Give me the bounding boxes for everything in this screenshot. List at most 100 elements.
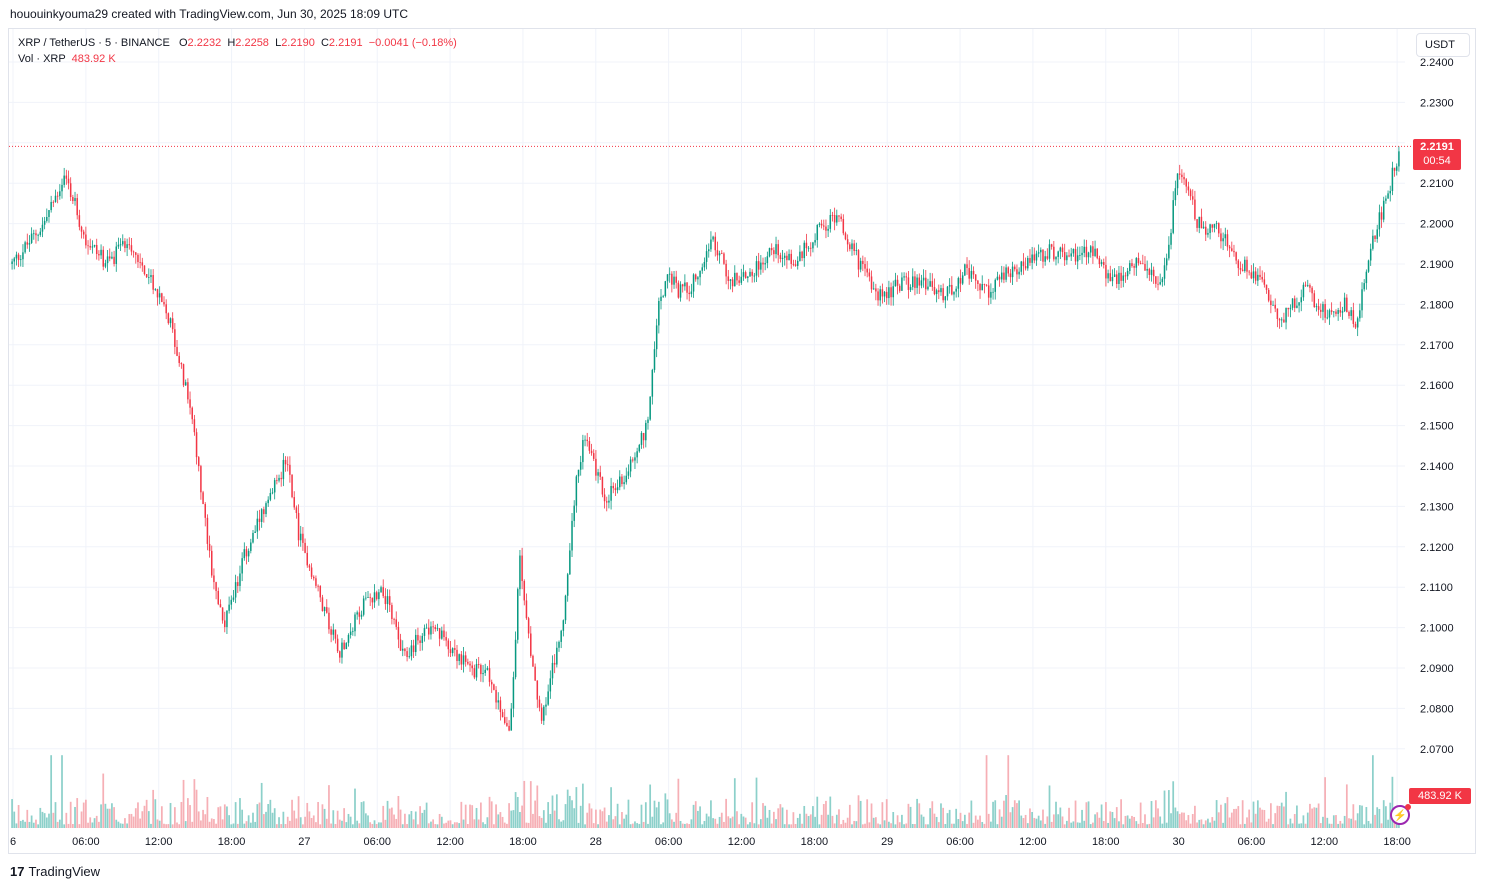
volume-bar (1315, 807, 1318, 828)
candle-body (1200, 216, 1203, 229)
candle-body (1356, 318, 1359, 328)
volume-bar (163, 823, 165, 828)
volume-bar (1081, 809, 1083, 828)
volume-bar (493, 824, 495, 828)
volume-bar (367, 815, 369, 828)
volume-bar (417, 824, 419, 828)
volume-bar (50, 755, 53, 828)
candle-body (1187, 186, 1190, 191)
candle-body (742, 272, 745, 277)
volume-bar (369, 822, 372, 828)
volume-bar (953, 823, 955, 828)
candle-body (148, 277, 150, 278)
volume-bar (150, 823, 152, 828)
candle-body (306, 552, 309, 566)
volume-bar (71, 824, 74, 828)
candle-body (1348, 311, 1350, 316)
candle-body (102, 249, 104, 267)
volume-bar (1046, 816, 1049, 828)
volume-bar (45, 817, 48, 828)
candle-body (556, 647, 558, 665)
volume-bar (380, 822, 382, 828)
candle-body (180, 362, 183, 365)
volume-bar (942, 807, 945, 828)
candle-body (681, 284, 684, 287)
volume-bar (1087, 801, 1090, 828)
footer-brand[interactable]: 17 TradingView (10, 864, 100, 879)
candle-body (751, 271, 753, 276)
volume-bar (829, 796, 832, 828)
volume-bar (391, 807, 393, 828)
volume-bar (864, 823, 866, 828)
candle-body (1055, 256, 1057, 260)
candle-body (1328, 310, 1331, 318)
volume-bar (197, 811, 200, 828)
volume-bar (848, 804, 851, 828)
volume-bar (343, 808, 346, 828)
candle-body (289, 464, 291, 475)
volume-bar (1022, 818, 1025, 828)
volume-bar (977, 819, 979, 828)
candle-body (317, 585, 319, 587)
candle-body (1296, 305, 1298, 308)
volume-bar (475, 807, 478, 828)
candle-body (1274, 304, 1276, 309)
volume-bar (11, 799, 13, 828)
candle-body (117, 244, 120, 247)
candle-body (590, 450, 593, 454)
volume-bar (931, 801, 934, 828)
candle-body (1059, 247, 1062, 252)
volume-bar (1031, 812, 1034, 828)
candle-body (803, 242, 806, 259)
candle-body (87, 245, 89, 247)
candle-body (1165, 258, 1168, 266)
volume-bar (126, 823, 128, 828)
tradingview-logo-icon: 17 (10, 864, 25, 879)
currency-button[interactable]: USDT (1416, 33, 1470, 57)
open-value: 2.2232 (187, 37, 222, 49)
candle-body (790, 253, 792, 264)
candle-body (345, 642, 348, 650)
volume-bar (228, 815, 230, 828)
volume-bar (957, 819, 960, 828)
volume-bar (1146, 824, 1149, 828)
volume-bar (1079, 822, 1081, 828)
volume-bar (790, 824, 793, 828)
candle-body (26, 242, 29, 245)
volume-bar (249, 822, 252, 828)
volume-bar (586, 812, 589, 828)
volume-bar (1037, 815, 1040, 828)
candle-body (104, 263, 107, 267)
volume-bar (1228, 817, 1231, 828)
volume-bar (920, 814, 923, 828)
candle-body (108, 256, 111, 259)
volume-bar (753, 823, 756, 828)
lightning-icon[interactable]: ⚡ (1390, 804, 1411, 825)
volume-bar (657, 801, 660, 828)
candle-body (723, 253, 725, 264)
volume-bar (994, 800, 997, 828)
volume-bar (1237, 806, 1240, 828)
candle-body (286, 464, 289, 466)
candle-body (1276, 308, 1279, 320)
volume-bar (1074, 800, 1077, 828)
candle-body (1118, 272, 1120, 284)
volume-bar (282, 811, 285, 828)
candle-body (1393, 167, 1396, 171)
volume-bar (833, 823, 836, 828)
x-tick-label: 06:00 (363, 836, 391, 848)
volume-bar (914, 824, 916, 828)
volume-bar (1100, 804, 1103, 828)
x-tick-label: 18:00 (218, 836, 246, 848)
volume-bar (65, 812, 68, 828)
volume-bar (1222, 822, 1224, 828)
candle-body (358, 612, 361, 617)
volume-bar (1332, 815, 1335, 828)
candle-body (1339, 310, 1342, 313)
candle-body (247, 550, 250, 557)
volume-bar (1380, 823, 1383, 828)
candle-body (393, 619, 395, 620)
chart-frame[interactable] (8, 28, 1476, 854)
symbol-title[interactable]: XRP / TetherUS · 5 · BINANCE (18, 37, 170, 49)
